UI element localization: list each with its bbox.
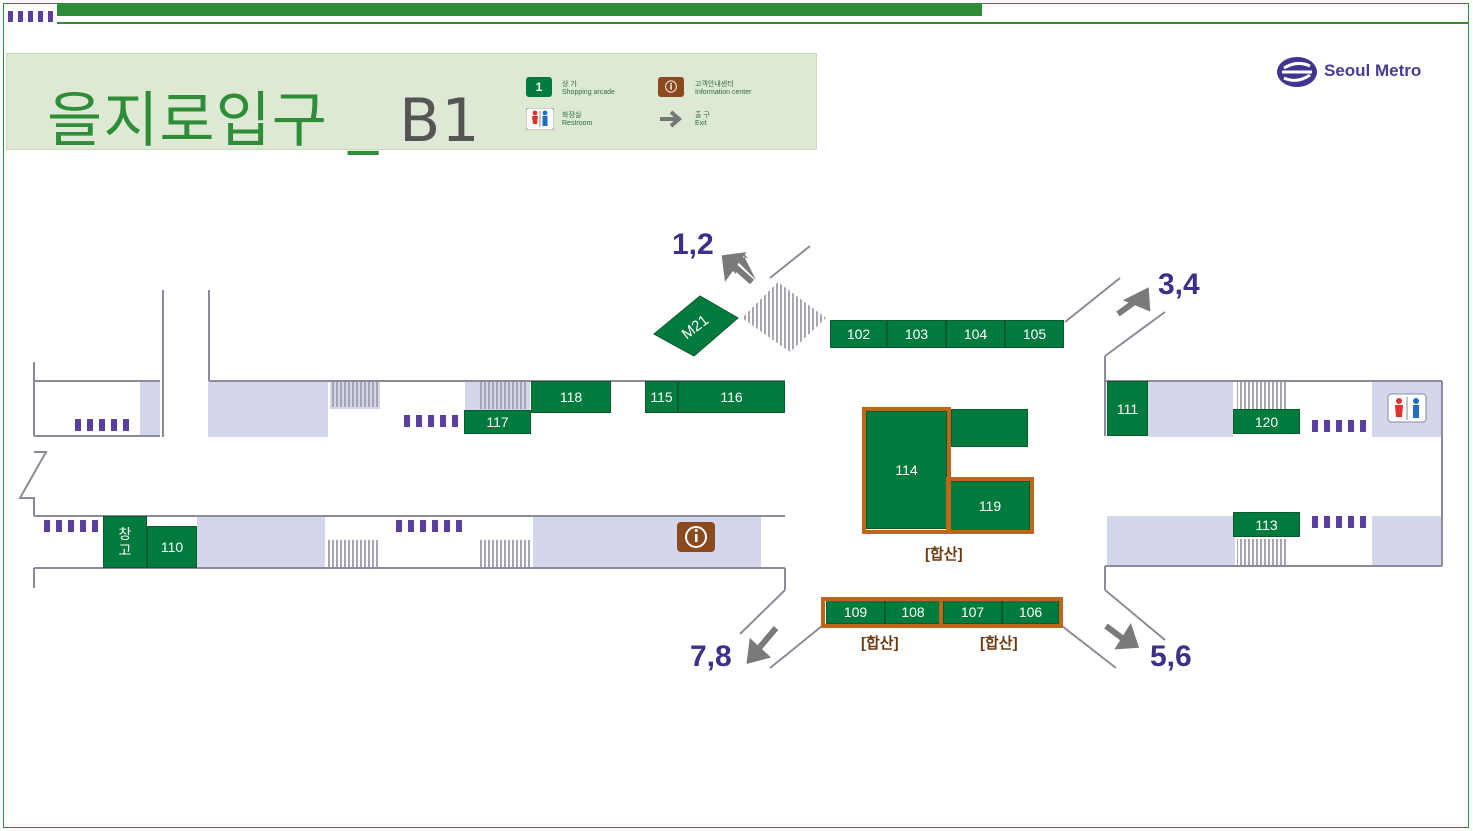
corridor-segment bbox=[197, 516, 325, 568]
corridor-segment bbox=[208, 381, 328, 437]
merged-outline-119 bbox=[946, 477, 1034, 534]
walls bbox=[18, 245, 1443, 669]
legend-exit-ko: 출 구 bbox=[695, 112, 710, 119]
station-title: 을지로입구 _ B1 bbox=[47, 72, 481, 159]
shop-120[interactable]: 120 bbox=[1233, 409, 1300, 434]
exit-arrows bbox=[721, 252, 1151, 665]
shop-103[interactable]: 103 bbox=[887, 320, 946, 348]
stairs-diagonal bbox=[742, 282, 826, 352]
corridor-segment bbox=[395, 381, 465, 437]
exit-1-2-label: 1,2 bbox=[672, 228, 714, 261]
shop-118[interactable]: 118 bbox=[531, 381, 611, 413]
legend-exit: 출 구 Exit bbox=[695, 112, 710, 128]
corridor-segment bbox=[140, 381, 160, 437]
legend-restroom-ko: 화장실 bbox=[562, 112, 582, 119]
seoul-metro-logo: Seoul Metro bbox=[1276, 56, 1421, 92]
legend-shop-en: Shopping arcade bbox=[562, 89, 615, 96]
shop-106[interactable]: 106 bbox=[1002, 600, 1059, 624]
legend-restroom-en: Restroom bbox=[562, 120, 593, 127]
platform-dashes bbox=[44, 415, 1366, 532]
shop-115[interactable]: 115 bbox=[645, 381, 678, 413]
storage-label-1: 창 bbox=[118, 526, 132, 542]
restroom-sign-icon bbox=[1387, 393, 1427, 423]
shop-icon: 1 bbox=[526, 77, 552, 97]
legend-info-en: Information center bbox=[695, 89, 752, 96]
exit-3-4-label: 3,4 bbox=[1158, 268, 1200, 301]
station-header: 을지로입구 _ B1 1 상 가 Shopping arcade ⓘ 고객안내센… bbox=[6, 53, 817, 156]
merged-outline-114 bbox=[862, 407, 951, 534]
info-center-icon bbox=[677, 522, 715, 552]
shop-114[interactable]: 114 bbox=[866, 411, 947, 529]
legend-shop-ko: 상 가 bbox=[562, 81, 577, 88]
exit-5-6-label: 5,6 bbox=[1150, 640, 1192, 673]
brand-name: Seoul Metro bbox=[1324, 61, 1422, 80]
legend-restroom: 화장실 Restroom bbox=[562, 112, 592, 128]
shop-104[interactable]: 104 bbox=[946, 320, 1005, 348]
corridor-segment bbox=[1107, 516, 1235, 566]
info-icon: ⓘ bbox=[658, 77, 684, 97]
title-separator: _ bbox=[328, 86, 400, 156]
top-divider bbox=[57, 22, 1469, 24]
shop-110[interactable]: 110 bbox=[147, 526, 197, 568]
exit-7-8-label: 7,8 bbox=[690, 640, 732, 673]
shop-113[interactable]: 113 bbox=[1233, 512, 1300, 537]
top-line-bar bbox=[57, 4, 982, 16]
merged-outline-109-108 bbox=[821, 597, 943, 628]
storage-label-2: 고 bbox=[118, 542, 132, 558]
shop-111[interactable]: 111 bbox=[1107, 381, 1148, 436]
shop-117[interactable]: 117 bbox=[464, 410, 531, 434]
corridor-segment bbox=[1372, 516, 1442, 566]
merged-outline-107-106 bbox=[939, 597, 1063, 628]
floor-level: B1 bbox=[399, 86, 481, 156]
legend-info: 고객안내센터 Information center bbox=[695, 81, 751, 97]
shop-102[interactable]: 102 bbox=[830, 320, 887, 348]
dash-marker-icon bbox=[8, 11, 53, 22]
legend-shop: 상 가 Shopping arcade bbox=[562, 81, 615, 97]
legend-info-ko: 고객안내센터 bbox=[695, 81, 734, 88]
shop-116[interactable]: 116 bbox=[678, 381, 785, 413]
shop-107[interactable]: 107 bbox=[943, 600, 1002, 624]
corridor-segment bbox=[533, 516, 761, 568]
merged-label-114: [합산] bbox=[925, 546, 963, 563]
seoul-metro-logo-icon bbox=[1277, 57, 1317, 87]
stairs bbox=[328, 381, 1287, 568]
shop-unnamed[interactable] bbox=[951, 409, 1028, 447]
station-name: 을지로입구 bbox=[47, 86, 328, 156]
restroom-icon bbox=[526, 108, 554, 130]
shop-108[interactable]: 108 bbox=[885, 600, 941, 624]
exit-arrow-icon bbox=[660, 110, 683, 128]
corridor-segment bbox=[1148, 381, 1233, 437]
merged-label-107-106: [합산] bbox=[980, 635, 1018, 652]
shop-m21: M21 bbox=[653, 295, 739, 357]
map-frame bbox=[3, 3, 1469, 828]
merged-label-109-108: [합산] bbox=[861, 635, 899, 652]
shop-105[interactable]: 105 bbox=[1005, 320, 1064, 348]
legend-exit-en: Exit bbox=[695, 120, 707, 127]
